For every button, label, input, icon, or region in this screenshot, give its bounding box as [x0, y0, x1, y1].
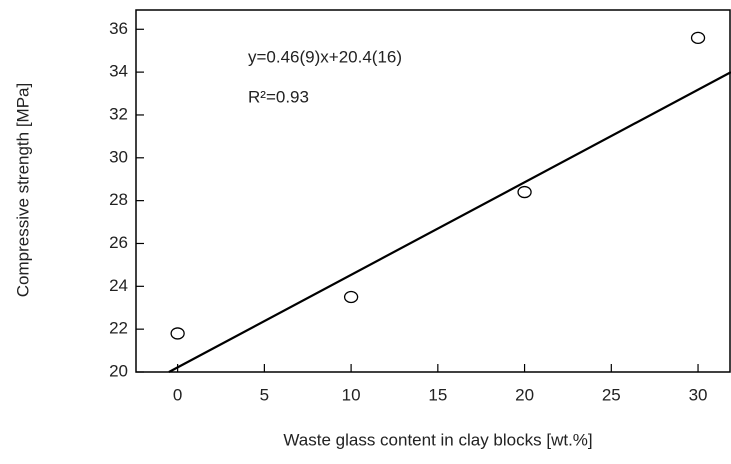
y-tick-label: 32	[109, 104, 128, 123]
annotation: R²=0.93	[248, 87, 309, 106]
annotation: y=0.46(9)x+20.4(16)	[248, 47, 402, 66]
y-tick-label: 20	[109, 361, 128, 380]
x-axis-label: Waste glass content in clay blocks [wt.%…	[283, 430, 592, 449]
data-point	[343, 290, 359, 304]
x-tick-label: 0	[173, 385, 182, 404]
x-tick-label: 20	[515, 385, 534, 404]
x-tick-label: 15	[428, 385, 447, 404]
data-point	[170, 327, 185, 340]
y-tick-label: 30	[109, 147, 128, 166]
y-tick-label: 34	[109, 62, 128, 81]
x-tick-label: 10	[342, 385, 361, 404]
y-tick-label: 28	[109, 190, 128, 209]
fit-line	[168, 71, 731, 373]
data-point	[517, 185, 532, 199]
data-point	[690, 31, 706, 44]
plot-frame	[135, 9, 731, 373]
x-tick-label: 5	[260, 385, 269, 404]
y-axis-label: Compressive strength [MPa]	[13, 83, 32, 297]
y-tick-label: 22	[109, 319, 128, 338]
x-tick-label: 25	[602, 385, 621, 404]
y-tick-label: 24	[109, 276, 128, 295]
y-tick-label: 36	[109, 19, 128, 38]
y-tick-label: 26	[109, 233, 128, 252]
x-tick-label: 30	[689, 385, 708, 404]
